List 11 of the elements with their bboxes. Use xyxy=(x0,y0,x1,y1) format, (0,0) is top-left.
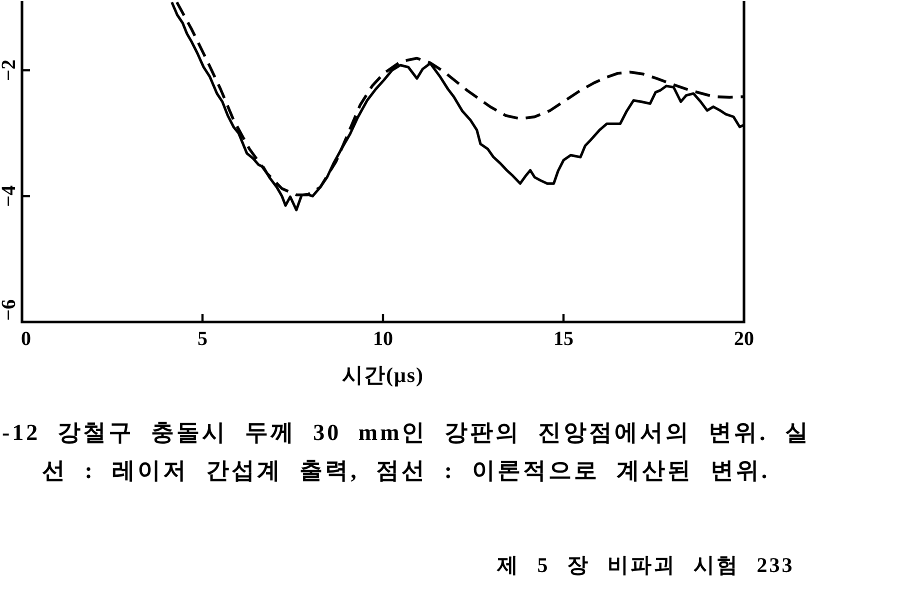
x-axis-title: 시간(μs) xyxy=(342,363,424,387)
x-tick-label: 20 xyxy=(734,328,754,350)
x-tick-label: 15 xyxy=(554,328,574,350)
x-tick-label: 10 xyxy=(373,328,393,350)
y-tick-label: −2 xyxy=(0,60,20,81)
text: 제 5 장 비파괴 시험 233 xyxy=(496,553,794,577)
text: -12 강철구 충돌시 두께 30 mm인 강판의 진앙점에서의 변위. 실선 : 레이저 간섭계 출력, 점선 : 이론적으로 계산된 변위. xyxy=(2,420,810,483)
x-tick-label: 5 xyxy=(198,328,208,350)
y-tick-label: −4 xyxy=(0,185,20,207)
x-tick-label: 0 xyxy=(21,328,31,350)
y-tick-label: −6 xyxy=(0,299,20,321)
